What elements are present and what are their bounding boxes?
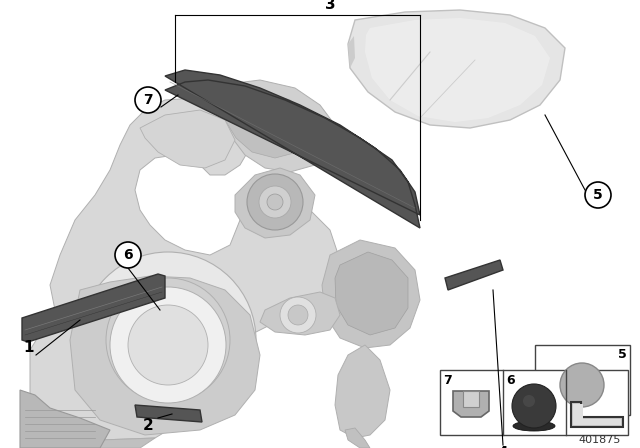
Bar [535, 345, 630, 415]
Text: 4: 4 [498, 447, 508, 448]
Circle shape [512, 384, 556, 428]
Polygon shape [348, 36, 355, 68]
Circle shape [560, 363, 604, 407]
Polygon shape [335, 345, 390, 438]
Polygon shape [140, 110, 235, 168]
Circle shape [288, 305, 308, 325]
Circle shape [106, 278, 230, 402]
Text: 7: 7 [444, 374, 452, 387]
Polygon shape [453, 391, 489, 417]
Polygon shape [345, 428, 370, 448]
Polygon shape [70, 276, 260, 435]
Polygon shape [348, 10, 565, 128]
Circle shape [247, 174, 303, 230]
Circle shape [259, 186, 291, 218]
Circle shape [523, 395, 535, 407]
Polygon shape [30, 98, 340, 440]
Polygon shape [463, 391, 479, 407]
Polygon shape [322, 240, 420, 348]
Text: 7: 7 [143, 93, 153, 107]
Text: 5: 5 [593, 188, 603, 202]
Polygon shape [165, 70, 420, 228]
Circle shape [128, 305, 208, 385]
Text: 6: 6 [123, 248, 133, 262]
Polygon shape [571, 402, 623, 427]
Polygon shape [22, 274, 165, 342]
Bar [440, 370, 628, 435]
Polygon shape [365, 18, 550, 122]
Polygon shape [30, 410, 155, 448]
Text: 401875: 401875 [579, 435, 621, 445]
Circle shape [110, 287, 226, 403]
Circle shape [280, 297, 316, 333]
Circle shape [267, 194, 283, 210]
Text: 2: 2 [143, 418, 154, 432]
Polygon shape [260, 292, 340, 335]
Circle shape [585, 182, 611, 208]
Text: 3: 3 [324, 0, 335, 12]
Circle shape [135, 87, 161, 113]
Circle shape [561, 365, 605, 409]
Circle shape [80, 252, 256, 428]
Polygon shape [573, 404, 621, 425]
Polygon shape [235, 168, 315, 238]
Polygon shape [445, 260, 503, 290]
Text: 1: 1 [24, 340, 35, 356]
Text: 5: 5 [618, 349, 627, 362]
Polygon shape [135, 405, 202, 422]
Polygon shape [215, 92, 310, 158]
Ellipse shape [513, 421, 555, 431]
Polygon shape [195, 80, 335, 172]
Polygon shape [20, 390, 110, 448]
Polygon shape [335, 252, 408, 335]
Circle shape [115, 242, 141, 268]
Text: 6: 6 [507, 374, 515, 387]
